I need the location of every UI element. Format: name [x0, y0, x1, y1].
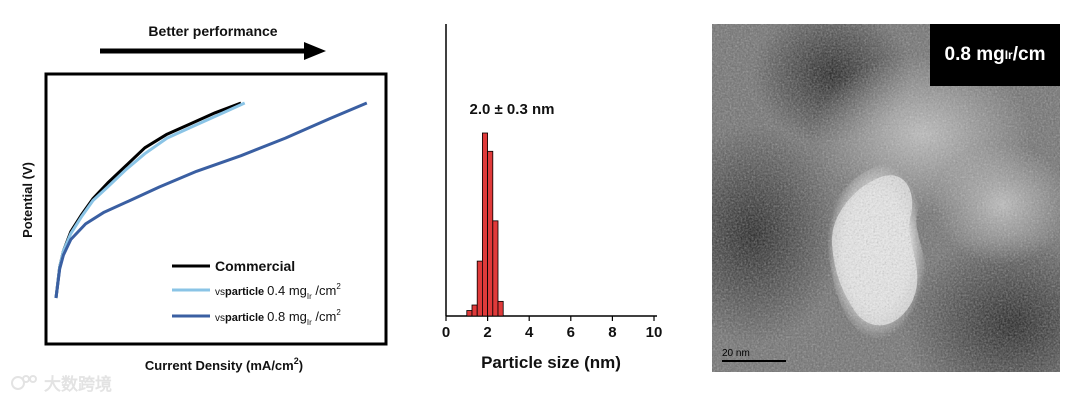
watermark: 大数跨境 — [10, 370, 112, 395]
x-axis-label: Current Density (mA/cm2) — [145, 356, 303, 373]
legend-label-high-loading: vsparticle 0.8 mgIr /cm2 — [215, 308, 341, 327]
legend-label-low-loading: vsparticle 0.4 mgIr /cm2 — [215, 282, 341, 301]
histogram-bar — [466, 310, 473, 317]
chart-legend: Commercial vsparticle 0.4 mgIr /cm2 vspar… — [172, 258, 341, 327]
performance-arrow: Better performance — [100, 23, 326, 60]
scale-bar-line — [722, 360, 786, 362]
tem-image: 0.8 mg Ir/cm 20 nm — [712, 24, 1060, 372]
legend-label-commercial: Commercial — [215, 258, 295, 274]
histogram-bar-layer — [466, 132, 504, 317]
watermark-logo-icon — [11, 374, 37, 390]
particle-size-histogram: 2.0 ± 0.3 nm 0 2 4 6 8 10 Particle size (nm) — [442, 24, 663, 372]
y-axis-label: Potential (V) — [20, 162, 35, 238]
polarization-chart: Potential (V) Current Density (mA/cm2) C… — [20, 72, 388, 373]
histogram-x-axis-label: Particle size (nm) — [481, 353, 621, 372]
x-tick-label: 4 — [525, 324, 534, 341]
histogram-bar — [471, 304, 478, 317]
x-tick-label: 8 — [608, 324, 616, 341]
scale-bar: 20 nm — [722, 348, 786, 362]
histogram-bar — [492, 220, 499, 317]
x-tick-label: 6 — [567, 324, 575, 341]
series-line-1 — [54, 101, 246, 299]
loading-badge: 0.8 mg Ir/cm — [930, 24, 1060, 86]
size-annotation: 2.0 ± 0.3 nm — [470, 101, 555, 118]
histogram-bar — [487, 150, 494, 317]
arrow-head-icon — [304, 42, 326, 60]
curve-layer — [54, 101, 368, 299]
watermark-text: 大数跨境 — [44, 375, 112, 395]
x-tick-label: 2 — [483, 324, 491, 341]
histogram-bar — [497, 300, 504, 317]
histogram-bar — [481, 132, 488, 317]
histogram-bar — [476, 260, 483, 317]
histogram-tick-layer: 0 2 4 6 8 10 — [442, 316, 663, 341]
performance-arrow-label: Better performance — [148, 23, 277, 39]
scale-bar-label: 20 nm — [722, 348, 750, 359]
series-line-2 — [54, 101, 368, 299]
x-tick-label: 10 — [646, 324, 663, 341]
x-tick-label: 0 — [442, 324, 450, 341]
